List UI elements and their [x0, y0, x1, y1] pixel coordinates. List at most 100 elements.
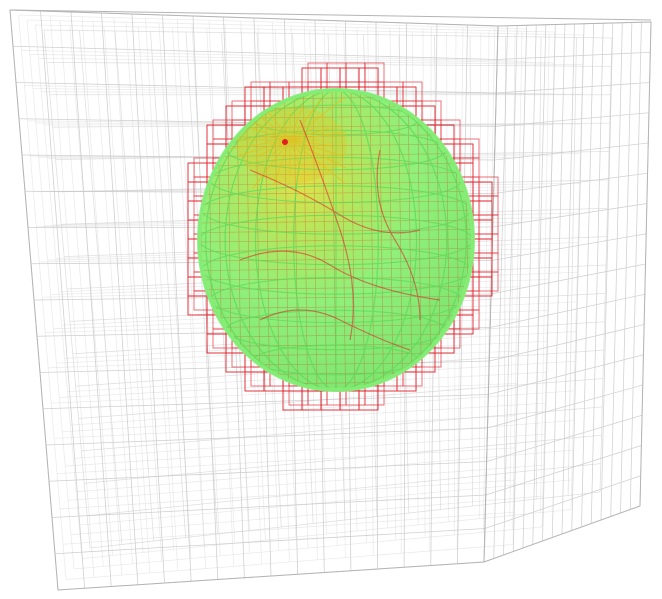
grid-line-vertical [69, 25, 113, 556]
grid-line-vertical [103, 26, 144, 553]
grid-line-horizontal [490, 293, 645, 328]
highlight-stroke [289, 139, 303, 157]
highlight-stroke [289, 139, 347, 169]
meridian-line [205, 90, 467, 390]
refined-cell [472, 200, 493, 221]
vein-path [249, 169, 421, 234]
grid-line-horizontal [54, 415, 517, 439]
grid-line-horizontal [490, 263, 646, 295]
highlight-stroke [283, 122, 291, 141]
meridian-line [254, 90, 418, 390]
refined-cell [187, 162, 208, 183]
fine-cell-line [360, 90, 365, 390]
vein-path [259, 309, 411, 351]
grid-line-vertical [600, 22, 614, 521]
grid-line-vertical [483, 30, 490, 533]
fine-cell-line [369, 90, 375, 390]
refined-cell-back [231, 100, 252, 121]
sphere-marker [282, 139, 288, 145]
highlight-stroke [289, 99, 322, 141]
highlight-stroke [289, 127, 330, 141]
grid-line-vertical [571, 23, 585, 531]
grid-right-face [483, 21, 652, 563]
grid-line-vertical [59, 20, 104, 567]
grid-line-vertical [35, 24, 83, 559]
grid-line-vertical [581, 23, 595, 528]
grid-line-horizontal [76, 449, 573, 493]
grid-line-vertical [26, 19, 75, 570]
grid-line-horizontal [486, 414, 643, 462]
highlight-stroke [219, 139, 291, 151]
refined-cell-back [421, 100, 442, 121]
highlight-stroke [273, 139, 291, 185]
highlight-stroke [289, 139, 343, 157]
fine-cell-line [407, 90, 413, 390]
grid-line-vertical [620, 22, 633, 514]
grid-line-horizontal [79, 479, 572, 526]
fine-cell-line [322, 90, 327, 390]
grid-line-vertical [610, 22, 623, 517]
grid-line-vertical [567, 37, 577, 496]
grid-line-vertical [535, 36, 542, 500]
refined-cell [472, 276, 493, 297]
grid-line-horizontal [38, 57, 583, 66]
vein-path [239, 250, 441, 301]
meridian-line [293, 90, 379, 390]
refined-cell-back [345, 62, 366, 83]
vein-path [299, 119, 354, 341]
grid-line-horizontal [484, 475, 641, 529]
grid-line-vertical [478, 33, 482, 519]
highlight-stroke [289, 104, 304, 141]
grid-line-horizontal [73, 526, 543, 570]
grid-line-vertical [512, 31, 523, 530]
refined-cell [396, 371, 417, 392]
highlight-stroke [289, 139, 345, 183]
fine-cell-line [199, 219, 473, 224]
highlight-stroke [289, 128, 313, 141]
highlight-stroke [289, 131, 347, 141]
grid-line-horizontal [84, 434, 602, 484]
grid-line-horizontal [26, 19, 556, 33]
grid-line-horizontal [81, 406, 603, 452]
refined-cell-back [402, 366, 423, 387]
refined-cell [453, 314, 474, 335]
refined-cell [339, 67, 360, 88]
grid-line-horizontal [89, 491, 601, 549]
grid-line-vertical [137, 26, 175, 550]
highlight-stroke [289, 139, 301, 167]
grid-line-vertical [18, 14, 67, 580]
fine-cell-line [199, 333, 473, 338]
fine-cell-line [199, 172, 473, 176]
grid-line-vertical [125, 22, 163, 562]
grid-line-horizontal [487, 384, 643, 429]
grid-line-horizontal [73, 420, 574, 459]
fine-cell-line [388, 90, 394, 390]
highlight-stroke [237, 139, 291, 157]
grid-line-horizontal [71, 495, 543, 536]
grid-line-horizontal [57, 447, 516, 475]
grid-line-vertical [176, 19, 207, 569]
refined-cell-back [440, 119, 461, 140]
grid-line-vertical [509, 33, 516, 516]
sphere-rim [197, 88, 475, 392]
fine-cell-line [199, 295, 473, 300]
highlight-stroke [289, 97, 345, 141]
cube-top-edge [9, 9, 652, 21]
sphere-veins [239, 119, 441, 351]
grid-line-horizontal [35, 24, 584, 36]
sphere-mesh [197, 88, 475, 392]
fine-cell-line [199, 162, 473, 167]
meridian-line [224, 90, 448, 390]
grid-line-horizontal [48, 461, 487, 482]
grid-line-horizontal [70, 390, 575, 426]
grid-line-horizontal [51, 494, 486, 518]
grid-line-vertical [113, 17, 151, 573]
grid-line-horizontal [60, 479, 515, 510]
grid-line-horizontal [62, 402, 546, 433]
vein-path [376, 149, 421, 321]
refined-cell-back [478, 271, 499, 292]
grid-line-vertical [81, 16, 123, 576]
grid-line-horizontal [65, 433, 545, 467]
